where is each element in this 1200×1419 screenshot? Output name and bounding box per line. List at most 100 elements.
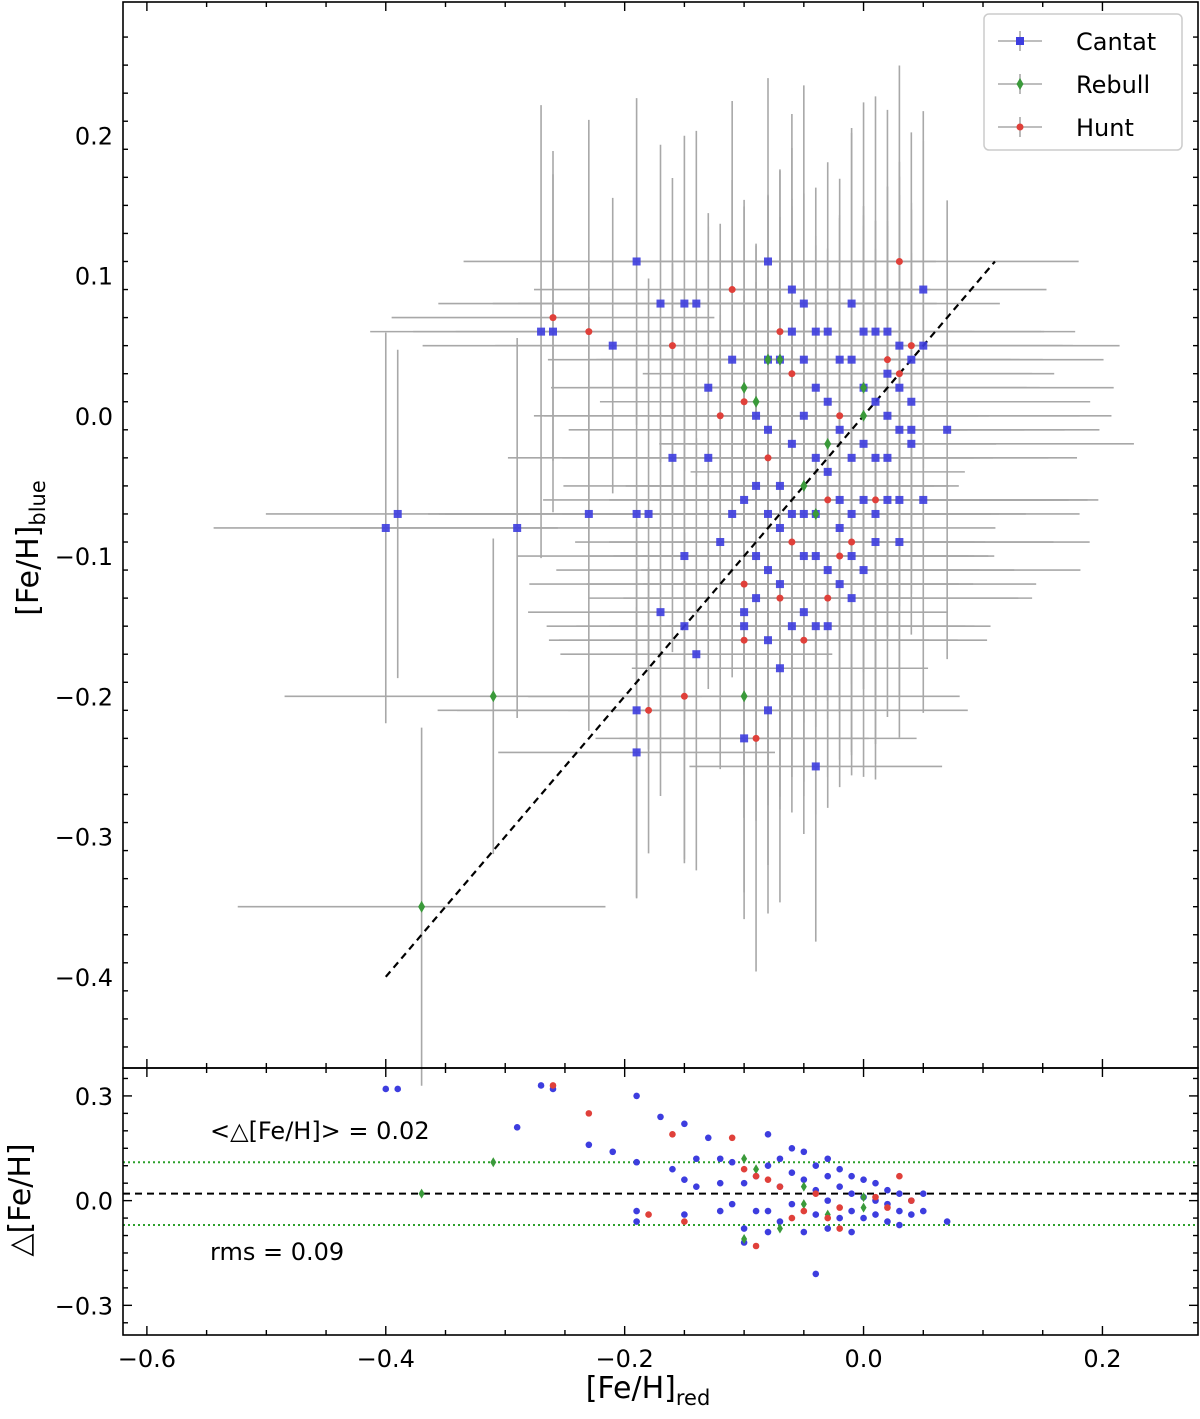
top-point-cantat-93	[883, 495, 892, 504]
bottom-point-cantat-29	[764, 1131, 772, 1138]
top-point-cantat-63	[823, 327, 832, 336]
top-point-hunt-13	[788, 370, 796, 378]
top-point-cantat-43	[775, 580, 784, 589]
bottom-point-hunt-20	[908, 1197, 915, 1204]
top-point-hunt-15	[824, 496, 832, 504]
top-point-cantat-86	[871, 453, 880, 462]
top-point-cantat-30	[752, 411, 761, 420]
top-point-cantat-47	[787, 439, 796, 448]
bottom-point-cantat-0	[382, 1085, 390, 1093]
top-point-cantat-70	[835, 495, 844, 504]
bottom-y-tick-label: −0.3	[55, 1292, 113, 1320]
x-axis-title-sub: red	[676, 1386, 710, 1410]
bottom-frame	[122, 1067, 1199, 1336]
bottom-point-cantat-2	[513, 1124, 521, 1131]
bottom-point-cantat-66	[896, 1190, 903, 1197]
bottom-y-tick-label: 0.0	[75, 1188, 113, 1216]
bottom-point-cantat-22	[728, 1158, 736, 1166]
bottom-point-cantat-23	[728, 1200, 736, 1208]
x-tick-label: −0.6	[118, 1345, 176, 1373]
bottom-point-cantat-19	[716, 1155, 724, 1163]
top-point-hunt-19	[872, 496, 879, 504]
top-point-hunt-21	[895, 257, 903, 265]
bottom-point-hunt-13	[812, 1190, 820, 1197]
top-point-cantat-24	[728, 355, 737, 364]
top-point-cantat-31	[752, 552, 761, 561]
bottom-point-hunt-18	[884, 1204, 891, 1211]
top-panel: −0.4 −0.3 −0.2 −0.1 0.0 0.1 0.2 [Fe/H]blue Can…	[11, 1, 1199, 1086]
legend-box	[983, 13, 1183, 151]
top-point-cantat-60	[811, 552, 820, 561]
top-point-cantat-89	[883, 327, 892, 336]
x-tick-label: 0.2	[1083, 1345, 1121, 1373]
x-tick-label: −0.2	[596, 1345, 654, 1373]
top-y-axis-title-sub: blue	[26, 480, 50, 525]
top-point-cantat-83	[859, 566, 868, 575]
top-point-cantat-65	[823, 467, 832, 476]
top-y-tick-label: −0.2	[55, 683, 113, 711]
bottom-point-rebull-0	[418, 1188, 425, 1199]
top-point-cantat-84	[871, 327, 880, 336]
top-point-rebull-3	[740, 690, 748, 703]
top-point-cantat-26	[740, 608, 749, 617]
bottom-point-hunt-10	[776, 1183, 784, 1190]
bottom-point-hunt-11	[788, 1214, 796, 1222]
top-point-cantat-4	[549, 327, 557, 336]
bottom-point-hunt-9	[764, 1176, 772, 1183]
bottom-point-hunt-16	[836, 1204, 843, 1211]
top-point-cantat-45	[787, 285, 796, 294]
top-point-cantat-87	[871, 509, 880, 518]
bottom-point-hunt-6	[740, 1165, 748, 1173]
bottom-point-cantat-5	[585, 1141, 593, 1149]
top-point-hunt-10	[776, 328, 784, 336]
top-point-cantat-104	[919, 341, 928, 350]
bottom-point-cantat-53	[848, 1172, 855, 1180]
top-point-hunt-18	[848, 538, 856, 546]
top-point-cantat-54	[799, 552, 808, 561]
top-point-cantat-27	[740, 622, 749, 631]
top-point-cantat-68	[835, 355, 844, 364]
bottom-point-cantat-3	[537, 1082, 545, 1089]
bottom-point-rebull-5	[776, 1223, 783, 1234]
one-to-one-line	[384, 260, 996, 978]
top-point-cantat-9	[632, 706, 641, 715]
top-point-cantat-85	[871, 397, 880, 406]
top-point-cantat-29	[752, 481, 761, 490]
top-point-cantat-50	[799, 299, 808, 308]
bottom-point-hunt-1	[585, 1110, 593, 1117]
top-point-rebull-5	[764, 353, 772, 366]
top-y-tick-label: 0.2	[75, 122, 113, 150]
bottom-point-hunt-14	[824, 1214, 832, 1222]
top-point-cantat-2	[513, 523, 522, 532]
top-errorbars	[213, 65, 1134, 1086]
top-point-cantat-16	[680, 622, 689, 631]
bottom-point-cantat-41	[800, 1228, 808, 1236]
top-point-rebull-1	[489, 690, 497, 703]
top-point-hunt-12	[788, 538, 796, 546]
top-point-cantat-79	[859, 327, 868, 336]
top-point-cantat-95	[895, 383, 904, 392]
top-point-cantat-97	[895, 495, 904, 504]
legend-marker-hunt	[1016, 123, 1024, 131]
top-point-cantat-102	[907, 439, 916, 448]
bottom-point-cantat-31	[764, 1228, 772, 1236]
top-point-cantat-106	[943, 425, 952, 434]
x-axis-title: [Fe/H]red	[586, 1371, 711, 1410]
bottom-point-cantat-60	[872, 1179, 879, 1187]
x-tick-label: 0.0	[844, 1345, 882, 1373]
bottom-point-cantat-70	[908, 1211, 915, 1218]
bottom-point-cantat-55	[848, 1207, 855, 1215]
top-point-rebull-2	[740, 381, 748, 394]
top-point-cantat-69	[835, 425, 844, 434]
bottom-point-cantat-36	[788, 1144, 796, 1152]
top-point-cantat-35	[764, 425, 772, 434]
bottom-point-cantat-73	[943, 1218, 951, 1225]
bottom-point-cantat-57	[860, 1176, 867, 1183]
top-point-cantat-75	[847, 453, 856, 462]
top-point-cantat-46	[787, 327, 796, 336]
bottom-point-hunt-8	[752, 1242, 760, 1250]
bottom-point-rebull-6	[800, 1181, 807, 1192]
top-point-cantat-38	[764, 636, 772, 645]
bottom-point-cantat-30	[764, 1162, 772, 1170]
top-point-cantat-61	[811, 622, 820, 631]
